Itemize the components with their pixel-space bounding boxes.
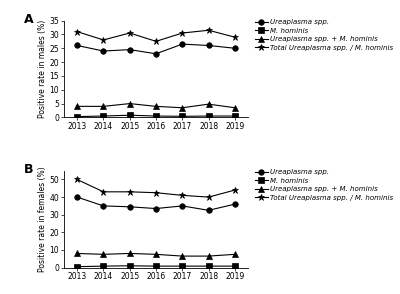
Text: A: A <box>24 13 33 26</box>
Text: B: B <box>24 163 33 176</box>
Legend: Ureaplasma spp., M. hominis, Ureaplasma spp. + M. hominis, Total Ureaplasma spp.: Ureaplasma spp., M. hominis, Ureaplasma … <box>255 19 394 51</box>
Y-axis label: Positive rate in females (%): Positive rate in females (%) <box>38 166 47 272</box>
Y-axis label: Positive rate in males (%): Positive rate in males (%) <box>38 20 47 118</box>
Legend: Ureaplasma spp., M. hominis, Ureaplasma spp. + M. hominis, Total Ureaplasma spp.: Ureaplasma spp., M. hominis, Ureaplasma … <box>255 169 394 201</box>
